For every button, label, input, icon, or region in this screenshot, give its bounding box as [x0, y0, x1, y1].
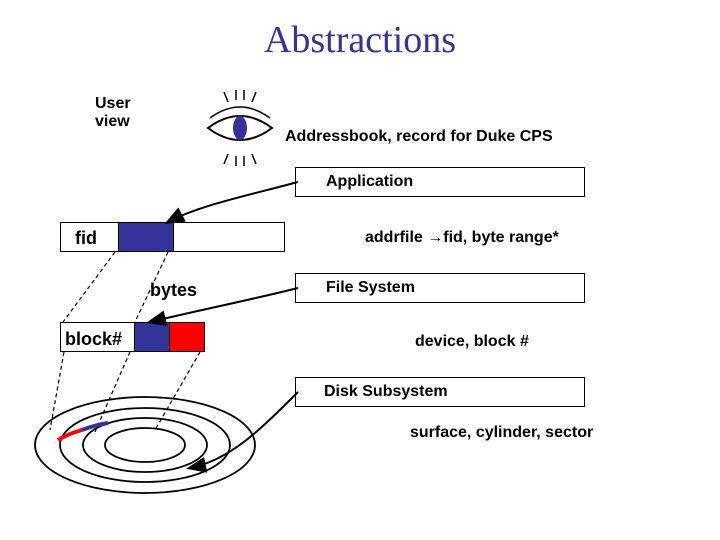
diagram-svg	[0, 0, 720, 540]
label-device-block: device, block #	[415, 333, 529, 351]
label-addressbook: Addressbook, record for Duke CPS	[285, 128, 553, 146]
disk-icon	[35, 397, 255, 493]
box-disk-subsystem: Disk Subsystem	[295, 377, 585, 407]
box-application: Application	[295, 167, 585, 197]
eye-icon	[208, 90, 272, 166]
label-user-view: User view	[95, 95, 131, 130]
label-bytes: bytes	[150, 281, 197, 301]
label-fid: fid	[75, 229, 97, 249]
label-surface: surface, cylinder, sector	[410, 424, 593, 442]
page-title: Abstractions	[200, 18, 520, 62]
box-disk-subsystem-label: Disk Subsystem	[324, 383, 448, 401]
box-application-label: Application	[326, 173, 413, 191]
label-block-num: block#	[65, 330, 122, 350]
box-file-system: File System	[295, 273, 585, 303]
label-mapping-fid: addrfile →fid, byte range*	[365, 229, 559, 247]
box-file-system-label: File System	[326, 279, 415, 297]
